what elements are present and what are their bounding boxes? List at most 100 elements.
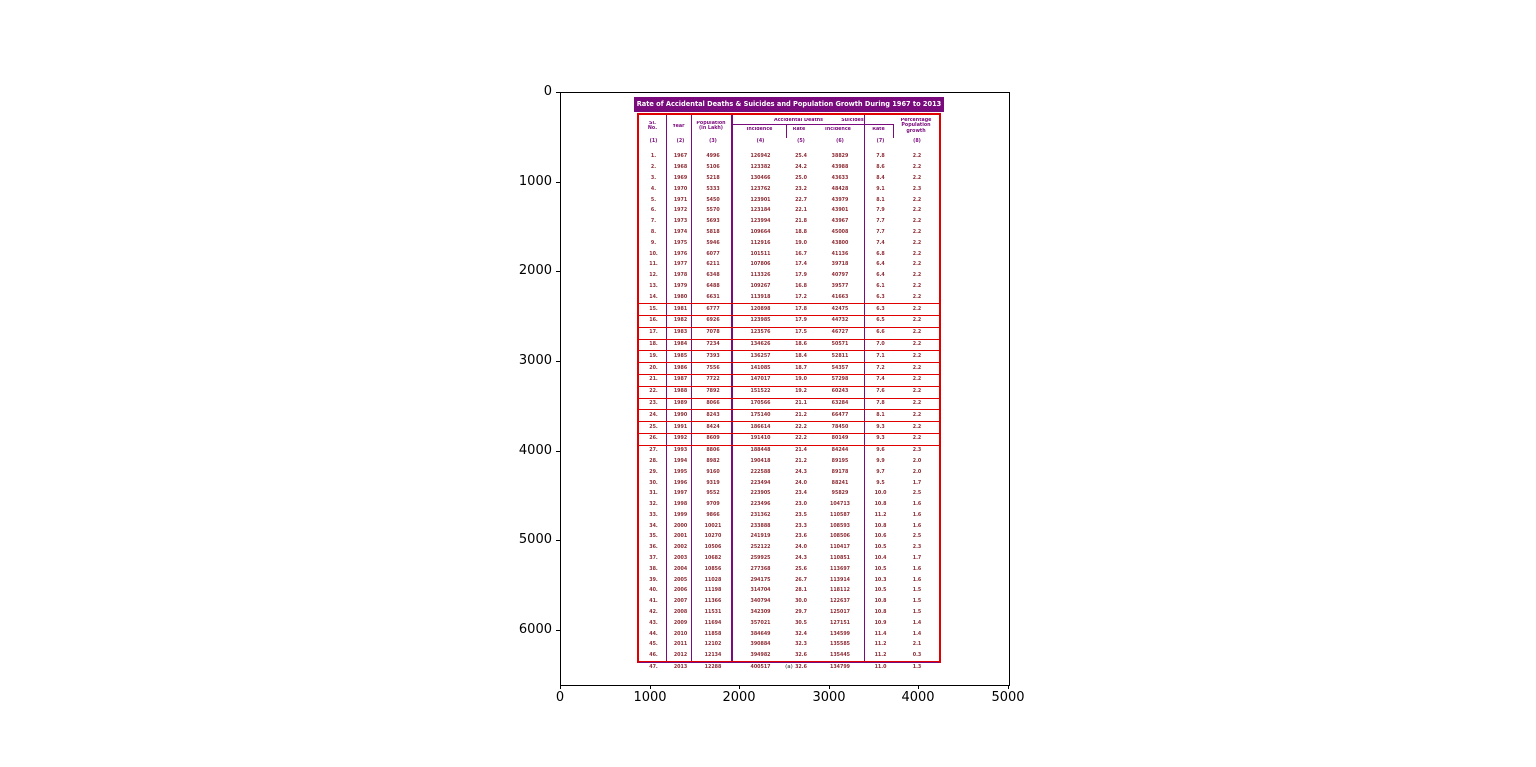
table-cell: 6.6 (876, 330, 885, 336)
table-cell: 8982 (706, 458, 720, 464)
table-cell: 11531 (704, 610, 722, 616)
header-year: Year (672, 124, 685, 129)
table-cell: 18.4 (795, 353, 807, 359)
table-row: 26. 1992 8609 191410 22.2 80149 9.3 2.2 (639, 434, 939, 446)
table-row: 38. 2004 10856 277368 25.6 113697 10.5 1.6 (639, 564, 939, 575)
table-row: 37. 2003 10682 259925 24.3 110851 10.4 1.7 (639, 554, 939, 565)
x-tick-mark (1008, 685, 1009, 689)
y-tick-mark (556, 361, 560, 362)
table-cell: 21. (649, 377, 658, 383)
table-cell: 6.8 (876, 251, 885, 257)
table-cell: 44732 (831, 318, 849, 324)
table-cell: 6777 (706, 306, 720, 312)
table-row: 3. 1969 5218 130466 25.0 43633 8.4 2.2 (639, 174, 939, 185)
table-row: 6. 1972 5570 123184 22.1 43901 7.9 2.2 (639, 206, 939, 217)
table-cell: 190418 (750, 458, 771, 464)
table-cell: 1996 (673, 480, 688, 486)
table-cell: 60243 (831, 389, 849, 395)
table-cell: 30.0 (795, 599, 807, 605)
table-cell: 25.6 (795, 566, 807, 572)
table-cell: 1981 (673, 306, 688, 312)
table-cell: 23.2 (795, 186, 807, 192)
col-number: (1) (649, 139, 658, 144)
table-cell: 8066 (706, 400, 720, 406)
table-cell: 32.3 (795, 642, 807, 648)
table-cell: 29. (649, 469, 658, 475)
table-cell: 10856 (704, 566, 722, 572)
table-cell: 2.2 (912, 175, 922, 181)
table-cell: 46727 (831, 330, 849, 336)
table-cell: 0.3 (912, 653, 922, 659)
y-tick-mark (556, 92, 560, 93)
table-cell: 2012 (673, 653, 688, 659)
table-cell: 123184 (750, 208, 771, 214)
table-cell: 24.3 (795, 469, 807, 475)
table-cell: 1976 (673, 251, 688, 257)
x-tick-mark (918, 685, 919, 689)
table-cell: 122637 (829, 599, 851, 605)
table-cell: 9.6 (876, 448, 885, 454)
table-row: 44. 2010 11858 384649 32.4 134599 11.4 1.4 (639, 629, 939, 640)
table-cell: 7078 (706, 330, 720, 336)
table-row: 8. 1974 5818 109664 18.8 45008 7.7 2.2 (639, 228, 939, 239)
table-cell: 10.8 (874, 599, 887, 605)
table-cell: 21.2 (795, 412, 807, 418)
table-row: 22. 1988 7892 151522 19.2 60243 7.6 2.2 (639, 387, 939, 399)
table-cell: 7.7 (876, 229, 885, 235)
table-cell: 2005 (673, 577, 688, 583)
x-tick-mark (739, 685, 740, 689)
table-cell: 31. (649, 491, 658, 497)
y-tick-mark (556, 630, 560, 631)
table-cell: 147017 (750, 377, 771, 383)
table-cell: 12288 (704, 665, 722, 671)
table-cell: 16.7 (795, 251, 807, 257)
table-cell: 1969 (673, 175, 688, 181)
table-cell: 22. (649, 389, 658, 395)
table-cell: 110851 (829, 556, 851, 562)
table-cell: 9866 (706, 512, 720, 518)
table-cell: 136257 (750, 353, 771, 359)
table-cell: 2.2 (912, 318, 922, 324)
table-cell: 16. (649, 318, 658, 324)
table-cell: 110587 (829, 512, 851, 518)
table-cell: 2.5 (912, 491, 922, 497)
table-cell: 23.0 (795, 502, 807, 508)
table-cell: 10.3 (874, 577, 887, 583)
table-cell: 125017 (829, 610, 851, 616)
table-cell: 357021 (750, 620, 771, 626)
table-cell: 223494 (750, 480, 771, 486)
table-cell: 11.2 (874, 653, 887, 659)
table-cell: 1994 (673, 458, 688, 464)
table-cell: 5450 (706, 197, 720, 203)
table-cell: 22.2 (795, 436, 807, 442)
table-cell: 252122 (750, 545, 771, 551)
table-cell: 259925 (750, 556, 771, 562)
table-cell: 24.0 (795, 545, 807, 551)
table-cell: 52811 (831, 353, 849, 359)
table-cell: 9.3 (876, 424, 885, 430)
table-row: 20. 1986 7556 141085 18.7 54357 7.2 2.2 (639, 363, 939, 375)
table-cell: 2.2 (912, 240, 922, 246)
table-cell: 2.2 (912, 251, 922, 257)
table-cell: 394982 (750, 653, 771, 659)
table-cell: 2.1 (912, 642, 922, 648)
table-cell: 21.8 (795, 219, 807, 225)
table-cell: 7.1 (876, 353, 885, 359)
table-cell: 1970 (673, 186, 688, 192)
table-cell: 2.2 (912, 306, 922, 312)
table-cell: 78450 (831, 424, 849, 430)
table-cell: 2011 (673, 642, 688, 648)
table-cell: 38829 (831, 154, 849, 160)
header-population: Population (in Lakh) (696, 121, 726, 132)
table-cell: 118112 (829, 588, 851, 594)
table-cell: 14. (649, 294, 658, 300)
table-row: 5. 1971 5450 123901 22.7 43979 8.1 2.2 (639, 195, 939, 206)
table-cell: 11694 (704, 620, 722, 626)
table-cell: 34. (649, 523, 658, 529)
table-cell: 20. (649, 365, 658, 371)
table-cell: 9.9 (876, 458, 885, 464)
table-cell: 1990 (673, 412, 688, 418)
table-row: 30. 1996 9319 223494 24.0 88241 9.5 1.7 (639, 478, 939, 489)
table-cell: 12102 (704, 642, 722, 648)
table-cell: 2009 (673, 620, 688, 626)
